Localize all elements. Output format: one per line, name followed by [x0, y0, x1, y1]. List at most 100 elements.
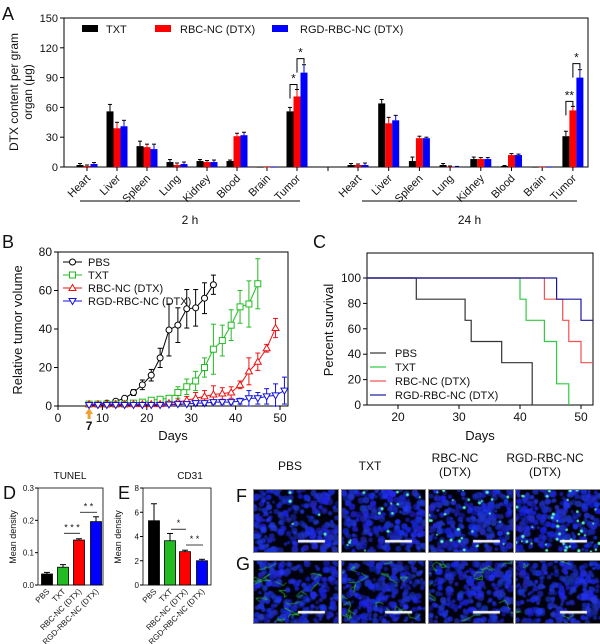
x-tick-label: 30 — [452, 410, 466, 424]
data-point — [253, 357, 263, 365]
y-tick-label: 80 — [39, 245, 53, 259]
x-tick-label: PBS — [141, 587, 159, 605]
bar — [73, 539, 85, 586]
bar — [453, 166, 461, 168]
bar — [120, 126, 128, 167]
legend-label: RGD-RBC-NC (DTX) — [88, 296, 191, 308]
bar — [378, 103, 386, 167]
bar — [263, 167, 271, 168]
x-tick-label: Brain — [246, 173, 273, 200]
chart-title: CD31 — [177, 471, 203, 482]
x-tick-label: Spleen — [393, 173, 426, 206]
data-point — [262, 343, 272, 352]
y-tick-label: 80 — [348, 296, 362, 310]
x-tick-label: Heart — [337, 173, 365, 201]
bar — [569, 110, 577, 167]
bar — [226, 161, 234, 167]
bar — [180, 164, 188, 167]
bar — [515, 155, 522, 167]
data-point — [254, 280, 262, 288]
bar — [415, 138, 423, 167]
y-tick-label: 4 — [135, 533, 140, 542]
x-tick-label: Liver — [369, 172, 395, 198]
bar — [354, 165, 362, 167]
y-tick-label: 90 — [46, 73, 58, 85]
significance-label: * — [298, 46, 303, 60]
bar — [233, 136, 241, 167]
x-tick-label: Spleen — [120, 173, 153, 206]
chart-c: C 20 30 40 50 0 20 40 60 80 100 Percent survival Day… — [313, 232, 594, 443]
survival-curve — [367, 277, 593, 321]
y-tick-label: 30 — [46, 132, 58, 144]
x-tick-label: Tumor — [272, 172, 303, 203]
data-point — [262, 393, 272, 401]
x-tick-label: 20 — [391, 410, 405, 424]
bar — [210, 162, 218, 167]
significance-label: ** — [565, 88, 575, 102]
bar — [439, 165, 447, 167]
bar — [148, 520, 160, 586]
data-point — [217, 399, 227, 407]
plot-frame — [37, 487, 104, 586]
data-point — [182, 401, 192, 409]
y-tick-label: 0 — [135, 581, 140, 590]
y-tick-label: 150 — [40, 13, 58, 25]
significance-label: * * — [190, 534, 200, 544]
panel-label-g: G — [236, 554, 250, 574]
column-header: TXT — [359, 459, 382, 473]
x-axis-label: Days — [465, 428, 495, 443]
data-point — [218, 337, 226, 345]
significance-bracket — [565, 100, 574, 116]
x-tick-label: Kidney — [455, 172, 488, 205]
bar — [136, 146, 144, 167]
data-point — [183, 305, 191, 313]
bar — [113, 128, 121, 167]
significance-bracket — [572, 63, 581, 78]
data-point — [253, 395, 263, 403]
x-tick-label: 40 — [229, 411, 243, 425]
data-point — [271, 392, 280, 400]
x-tick-label: 20 — [140, 411, 154, 425]
x-tick-label: Lung — [157, 173, 183, 199]
series-rbc-nc-dtx- — [84, 317, 280, 408]
x-tick-label: Heart — [66, 173, 94, 201]
data-point — [209, 399, 218, 407]
data-point — [173, 401, 183, 409]
data-point — [147, 371, 155, 379]
survival-curve — [367, 277, 570, 405]
bar — [293, 96, 301, 167]
data-point — [93, 402, 103, 410]
y-tick-label: 20 — [39, 361, 53, 375]
legend-label: TXT — [88, 270, 109, 282]
significance-label: * — [574, 51, 579, 65]
column-header: PBS — [278, 459, 302, 473]
panel-label-d: D — [3, 483, 16, 503]
y-tick-label: 0 — [52, 162, 58, 174]
significance-label: * — [177, 518, 181, 528]
bar — [90, 521, 102, 586]
bar — [300, 72, 308, 167]
y-tick-label: 40 — [39, 322, 53, 336]
x-tick-label: 30 — [185, 411, 199, 425]
bar — [562, 136, 570, 167]
data-point — [84, 402, 94, 410]
significance-bracket — [296, 58, 305, 73]
data-point — [192, 304, 200, 312]
data-point — [164, 401, 174, 409]
legend-label: RBC-NC (DTX) — [395, 376, 470, 388]
treatment-start-arrow-icon — [85, 408, 94, 419]
data-point — [120, 402, 129, 410]
bar — [166, 162, 174, 167]
data-point — [226, 399, 236, 407]
data-point — [68, 283, 77, 291]
bar — [173, 165, 181, 167]
bar — [477, 159, 485, 167]
column-header: (DTX) — [439, 465, 471, 479]
y-axis-label: organ (μg) — [21, 64, 35, 120]
data-point — [191, 400, 201, 408]
y-axis-label: Mean density — [8, 510, 18, 564]
data-point — [138, 381, 146, 389]
legend-label: RBC-NC (DTX) — [180, 24, 255, 36]
